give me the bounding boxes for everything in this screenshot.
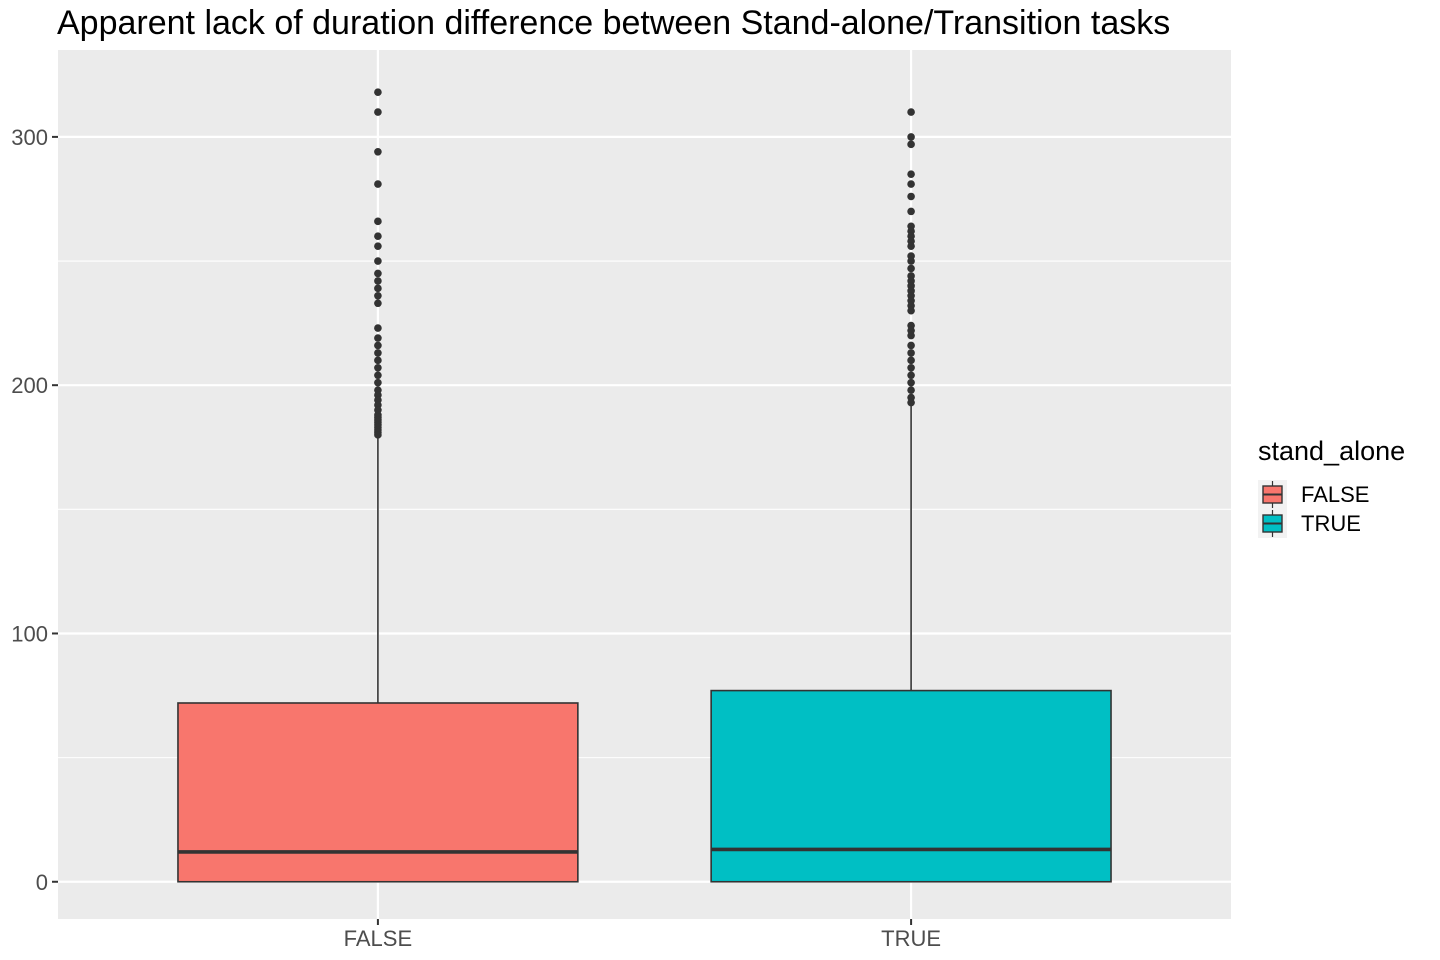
outlier-point bbox=[907, 349, 915, 357]
outlier-point bbox=[374, 257, 382, 265]
outlier-point bbox=[907, 180, 915, 188]
outlier-point bbox=[374, 180, 382, 188]
outlier-point bbox=[907, 371, 915, 380]
outlier-point bbox=[374, 324, 382, 332]
outlier-point bbox=[907, 306, 915, 315]
y-tick-label: 300 bbox=[11, 125, 48, 150]
outlier-point bbox=[374, 349, 382, 357]
outlier-point bbox=[374, 341, 382, 350]
outlier-point bbox=[907, 398, 915, 407]
legend-entry-true: TRUE bbox=[1258, 509, 1361, 538]
outlier-point bbox=[374, 334, 382, 342]
outlier-point bbox=[907, 108, 915, 116]
box-true bbox=[710, 108, 1112, 883]
outlier-point bbox=[374, 356, 382, 365]
outlier-point bbox=[374, 147, 382, 156]
outlier-point bbox=[907, 140, 915, 149]
y-axis: 0 100 200 300 bbox=[11, 125, 58, 895]
box-iqr bbox=[177, 702, 579, 883]
outlier-point bbox=[907, 257, 915, 265]
y-tick-label: 0 bbox=[36, 870, 48, 895]
outlier-point bbox=[907, 386, 915, 394]
outlier-point bbox=[374, 242, 382, 250]
outlier-point bbox=[374, 431, 382, 439]
outlier-point bbox=[907, 242, 915, 250]
legend: stand_alone FALSE TRUE bbox=[1258, 436, 1405, 538]
x-tick-label: FALSE bbox=[344, 926, 412, 951]
outlier-point bbox=[374, 364, 382, 372]
y-tick-label: 200 bbox=[11, 373, 48, 398]
outlier-point bbox=[907, 341, 915, 350]
chart-title: Apparent lack of duration difference bet… bbox=[57, 4, 1170, 42]
outlier-point bbox=[374, 299, 382, 308]
legend-label: FALSE bbox=[1301, 482, 1369, 507]
legend-label: TRUE bbox=[1301, 511, 1361, 536]
y-tick-label: 100 bbox=[11, 621, 48, 646]
outlier-point bbox=[907, 378, 915, 387]
x-tick-label: TRUE bbox=[881, 926, 941, 951]
boxes-layer bbox=[177, 88, 1112, 883]
outlier-point bbox=[907, 364, 915, 372]
outlier-point bbox=[374, 269, 382, 278]
outlier-point bbox=[374, 108, 382, 116]
outlier-point bbox=[374, 371, 382, 380]
outlier-point bbox=[907, 331, 915, 340]
legend-title: stand_alone bbox=[1258, 436, 1405, 466]
x-axis: FALSE TRUE bbox=[344, 919, 941, 951]
box-iqr bbox=[710, 689, 1112, 883]
box-false bbox=[177, 88, 579, 883]
outlier-point bbox=[907, 207, 915, 216]
outlier-point bbox=[907, 264, 915, 273]
outlier-point bbox=[374, 232, 382, 241]
outlier-point bbox=[374, 217, 382, 226]
legend-entries: FALSE TRUE bbox=[1258, 480, 1369, 538]
outlier-point bbox=[374, 277, 382, 285]
legend-entry-false: FALSE bbox=[1258, 480, 1369, 509]
outlier-point bbox=[907, 170, 915, 178]
outlier-point bbox=[907, 133, 915, 141]
outlier-point bbox=[907, 356, 915, 365]
outlier-point bbox=[374, 284, 382, 293]
outlier-point bbox=[374, 378, 382, 387]
outlier-point bbox=[374, 292, 382, 300]
outlier-point bbox=[907, 192, 915, 201]
outlier-point bbox=[374, 88, 382, 97]
